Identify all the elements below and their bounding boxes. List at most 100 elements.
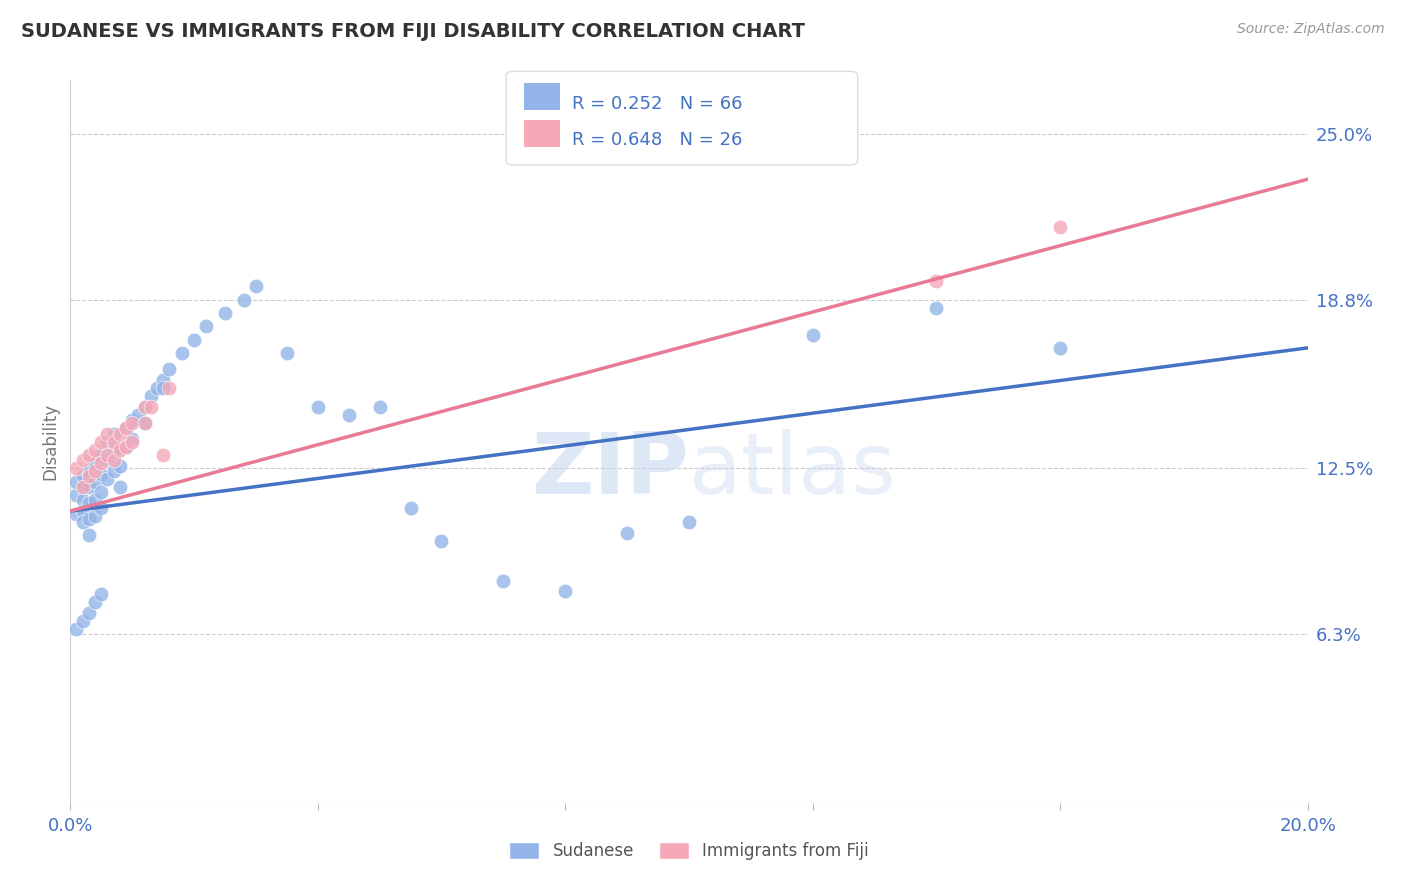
Point	[65, 507, 87, 521]
Point	[925, 274, 948, 288]
Point	[108, 480, 131, 494]
Point	[96, 453, 118, 467]
Point	[121, 432, 143, 446]
Point	[115, 421, 138, 435]
Point	[65, 488, 87, 502]
Point	[127, 408, 149, 422]
Point	[134, 416, 156, 430]
Text: R = 0.648   N = 26: R = 0.648 N = 26	[572, 131, 742, 149]
Point	[77, 469, 100, 483]
Y-axis label: Disability: Disability	[41, 403, 59, 480]
Point	[65, 622, 87, 636]
Point	[84, 493, 107, 508]
Point	[103, 453, 125, 467]
Point	[232, 293, 254, 307]
Point	[276, 346, 298, 360]
Point	[183, 333, 205, 347]
Point	[115, 421, 138, 435]
Point	[77, 480, 100, 494]
Point	[96, 426, 118, 441]
Point	[146, 381, 169, 395]
Point	[90, 448, 112, 462]
Point	[77, 496, 100, 510]
Point	[195, 319, 218, 334]
Text: R = 0.252   N = 66: R = 0.252 N = 66	[572, 95, 742, 113]
Point	[925, 301, 948, 315]
Point	[1049, 220, 1071, 235]
Text: Source: ZipAtlas.com: Source: ZipAtlas.com	[1237, 22, 1385, 37]
Point	[77, 448, 100, 462]
Point	[90, 485, 112, 500]
Point	[157, 362, 180, 376]
Point	[77, 512, 100, 526]
Legend: Sudanese, Immigrants from Fiji: Sudanese, Immigrants from Fiji	[502, 835, 876, 867]
Text: atlas: atlas	[689, 429, 897, 512]
Point	[115, 440, 138, 454]
Point	[84, 475, 107, 489]
Point	[96, 434, 118, 449]
Point	[554, 584, 576, 599]
Text: ZIP: ZIP	[531, 429, 689, 512]
Point	[430, 533, 453, 548]
Point	[72, 493, 94, 508]
Point	[152, 373, 174, 387]
Point	[84, 595, 107, 609]
Point	[72, 504, 94, 518]
Point	[96, 448, 118, 462]
Point	[103, 426, 125, 441]
Point	[801, 327, 824, 342]
Point	[108, 440, 131, 454]
Point	[152, 381, 174, 395]
Point	[1049, 341, 1071, 355]
Point	[72, 614, 94, 628]
Point	[616, 525, 638, 540]
Point	[90, 434, 112, 449]
Point	[90, 587, 112, 601]
Point	[121, 416, 143, 430]
Point	[84, 456, 107, 470]
Point	[108, 426, 131, 441]
Point	[399, 501, 422, 516]
Text: SUDANESE VS IMMIGRANTS FROM FIJI DISABILITY CORRELATION CHART: SUDANESE VS IMMIGRANTS FROM FIJI DISABIL…	[21, 22, 806, 41]
Point	[134, 400, 156, 414]
Point	[77, 528, 100, 542]
Point	[103, 464, 125, 478]
Point	[121, 413, 143, 427]
Point	[72, 469, 94, 483]
Point	[90, 467, 112, 481]
Point	[77, 464, 100, 478]
Point	[72, 480, 94, 494]
Point	[157, 381, 180, 395]
Point	[72, 515, 94, 529]
Point	[214, 306, 236, 320]
Point	[368, 400, 391, 414]
Point	[152, 448, 174, 462]
Point	[170, 346, 193, 360]
Point	[245, 279, 267, 293]
Point	[65, 475, 87, 489]
Point	[77, 606, 100, 620]
Point	[72, 480, 94, 494]
Point	[65, 461, 87, 475]
Point	[108, 442, 131, 457]
Point	[84, 464, 107, 478]
Point	[72, 453, 94, 467]
Point	[84, 509, 107, 524]
Point	[139, 389, 162, 403]
Point	[121, 434, 143, 449]
Point	[678, 515, 700, 529]
Point	[90, 456, 112, 470]
Point	[108, 458, 131, 473]
Point	[337, 408, 360, 422]
Point	[134, 400, 156, 414]
Point	[115, 440, 138, 454]
Point	[139, 400, 162, 414]
Point	[134, 416, 156, 430]
Point	[307, 400, 329, 414]
Point	[84, 442, 107, 457]
Point	[103, 445, 125, 459]
Point	[90, 501, 112, 516]
Point	[103, 434, 125, 449]
Point	[96, 472, 118, 486]
Point	[492, 574, 515, 588]
